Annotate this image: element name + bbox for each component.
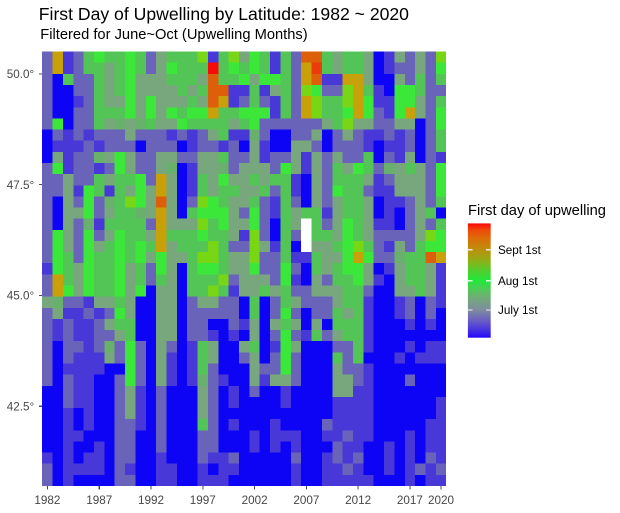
svg-text:2002: 2002 [242, 494, 268, 507]
svg-text:2017: 2017 [397, 494, 423, 507]
svg-text:July 1st: July 1st [498, 304, 538, 317]
svg-text:1987: 1987 [86, 494, 112, 507]
svg-text:Filtered for June~Oct (Upwelli: Filtered for June~Oct (Upwelling Months) [40, 27, 307, 43]
svg-text:1982: 1982 [34, 494, 60, 507]
svg-text:1992: 1992 [138, 494, 164, 507]
svg-text:2012: 2012 [345, 494, 371, 507]
svg-text:45.0°: 45.0° [7, 290, 34, 303]
svg-text:42.5°: 42.5° [7, 400, 34, 413]
svg-text:First day of upwelling: First day of upwelling [468, 203, 606, 219]
svg-text:2007: 2007 [293, 494, 319, 507]
svg-text:2020: 2020 [428, 494, 455, 507]
svg-text:47.5°: 47.5° [7, 179, 34, 192]
svg-text:1997: 1997 [190, 494, 216, 507]
svg-text:50.0°: 50.0° [7, 68, 34, 81]
svg-text:Aug 1st: Aug 1st [498, 275, 538, 288]
svg-text:Sept 1st: Sept 1st [498, 244, 542, 257]
svg-text:First Day of Upwelling by Lati: First Day of Upwelling by Latitude: 1982… [39, 4, 409, 24]
